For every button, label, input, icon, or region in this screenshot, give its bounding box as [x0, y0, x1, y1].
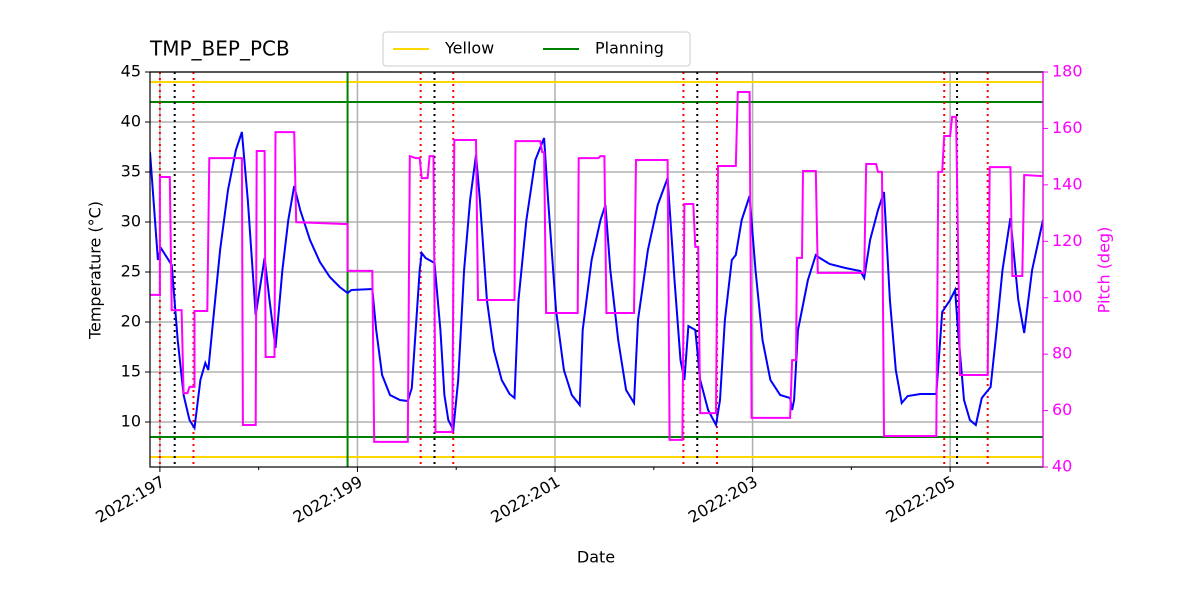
y-tick-label: 45 [121, 62, 141, 81]
data-line [150, 91, 1043, 443]
x-axis-label: Date [577, 548, 615, 567]
y-tick-label: 25 [121, 262, 141, 281]
y-tick-label: 35 [121, 162, 141, 181]
y-tick-label: 30 [121, 212, 141, 231]
y-tick-label: 10 [121, 412, 141, 431]
chart-title: TMP_BEP_PCB [149, 37, 290, 61]
x-tick-label: 2022:197 [92, 472, 168, 527]
legend-label: Planning [595, 39, 664, 58]
y-tick-label: 20 [121, 312, 141, 331]
data-line [150, 131, 1043, 434]
y2-tick-label: 140 [1052, 174, 1083, 193]
legend: Yellow Planning [382, 31, 691, 67]
y-axis-label: Temperature (°C) [86, 201, 105, 340]
y-tick-label: 40 [121, 112, 141, 131]
x-tick-label: 2022:203 [685, 472, 761, 527]
x-tick-label: 2022:205 [883, 472, 959, 527]
y2-tick-label: 40 [1052, 457, 1072, 476]
x-tick-label: 2022:199 [290, 472, 366, 527]
y2-tick-label: 120 [1052, 231, 1083, 250]
plot-area [150, 72, 1043, 467]
legend-box [382, 31, 691, 67]
y2-tick-label: 100 [1052, 287, 1083, 306]
legend-label: Yellow [444, 39, 494, 58]
y2-tick-label: 60 [1052, 400, 1072, 419]
y2-tick-label: 80 [1052, 344, 1072, 363]
y2-tick-label: 180 [1052, 62, 1083, 81]
y2-tick-label: 160 [1052, 118, 1083, 137]
y-tick-label: 15 [121, 362, 141, 381]
y2-axis-label: Pitch (deg) [1095, 227, 1114, 314]
x-tick-label: 2022:201 [487, 472, 563, 527]
